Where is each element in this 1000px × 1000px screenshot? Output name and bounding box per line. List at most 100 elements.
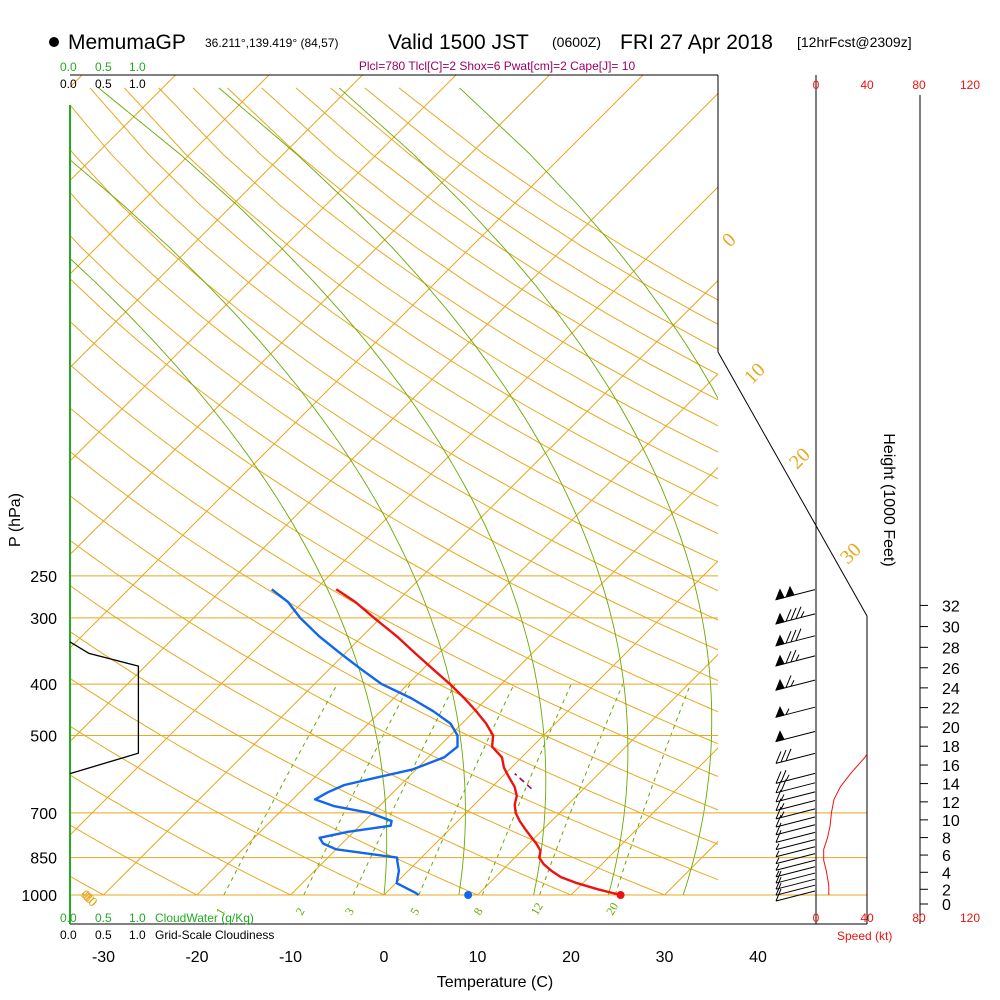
isotherm-line [70,186,718,836]
dry-adiabat-line [70,450,718,811]
isotherm-line [290,466,718,895]
height-tick-label: 14 [942,777,960,794]
dry-adiabat-line [70,824,198,895]
dry-adiabat-line [70,320,718,713]
pressure-tick-label: 500 [30,728,57,745]
isotherm-line [70,92,718,743]
dry-adiabat-line [70,407,718,777]
speed-tick-bottom: 40 [860,911,874,925]
mixing-ratio-label: 5 [407,905,422,917]
temperature-tick-label: 10 [469,949,487,966]
height-tick-label: 22 [942,701,960,718]
temperature-tick-label: 30 [656,949,674,966]
temperature-tick-label: -20 [185,949,208,966]
pressure-tick-label: 850 [30,851,57,868]
mixing-ratio-label: 12 [528,900,546,917]
cloudiness-tick-bottom: 0.5 [95,928,112,942]
dry-adiabat-line [70,191,718,621]
title-bar: MemumaGP 36.211°,139.419° (84,57) Valid … [49,31,912,54]
moist-adiabat-line [459,87,718,400]
isotherm-line [70,75,550,556]
isotherm-line [383,560,718,895]
wind-barb [775,730,816,743]
y-axis-label: P (hPa) [7,493,24,547]
wind-barb [775,705,816,718]
app-title: MemumaGP [68,31,186,54]
dry-adiabat-line [124,87,718,507]
dry-adiabat-line [70,104,718,563]
surface-dewpoint-marker [464,891,473,899]
pressure-tick-label: 300 [30,611,57,628]
parcel-segment-line [514,773,533,790]
surface-temperature-marker [616,891,625,899]
moist-adiabat-line [338,87,713,895]
dry-adiabat-line [70,875,104,895]
temperature-tick-label: -30 [92,949,115,966]
height-tick-label: 30 [942,620,960,637]
wind-barb [775,628,816,647]
isotherm-label-right: 0 [718,229,741,252]
wind-barb [775,675,816,691]
height-tick-label: 0 [942,897,951,914]
height-tick-label: 28 [942,640,960,657]
wind-barb [775,585,816,601]
speed-tick-top: 0 [813,78,820,92]
dry-adiabat-line [70,148,718,592]
cloudwater-tick-top: 1.0 [129,60,146,74]
wind-barb [775,870,816,884]
moist-adiabat-line [218,87,629,895]
speed-tick-bottom: 120 [960,911,980,925]
cloud-scale-top: 0.0 0.5 1.0 0.0 0.5 1.0 [60,60,146,91]
dry-adiabat-line [0,88,10,895]
mixing-ratio-line [539,683,624,895]
pressure-tick-label: 1000 [21,888,57,905]
cloudiness-tick-top: 0.0 [60,77,77,91]
isotherm-line [70,75,270,275]
cloudwater-tick-bottom: 0.5 [95,911,112,925]
title-valid: Valid 1500 JST [388,31,529,54]
wind-barb [775,806,816,820]
title-coords: 36.211°,139.419° (84,57) [205,36,338,50]
speed-tick-top: 40 [860,78,874,92]
isotherm-line [570,747,718,895]
mixing-ratio-label: 2 [292,905,307,917]
cloudiness-label: Grid-Scale Cloudiness [155,928,274,942]
cloudwater-tick-top: 0.5 [95,60,112,74]
cloudiness-tick-bottom: 0.0 [60,928,77,942]
dry-adiabat-line [192,87,718,453]
temperature-tick-label: 20 [562,949,580,966]
wind-barb [775,606,816,625]
height-tick-label: 24 [942,681,960,698]
dry-adiabat-line [89,87,718,535]
dry-adiabat-line [70,234,718,651]
isotherm-label-right: 10 [740,359,770,389]
moist-adiabat-line [70,159,466,895]
temperature-tick-label: 40 [749,949,767,966]
wind-barb [775,882,816,896]
temperature-tick-label: 0 [380,949,389,966]
temperature-profile-line [335,588,621,897]
dry-adiabat-line [70,539,718,881]
mixing-ratio-line [418,683,515,895]
wind-barbs [775,585,816,902]
height-tick-label: 12 [942,795,960,812]
height-tick-label: 8 [942,831,951,848]
height-tick-label: 18 [942,739,960,756]
dry-adiabat-line [398,87,718,301]
height-tick-label: 10 [942,813,960,830]
title-bullet-icon [49,37,59,47]
dry-adiabat-line [70,725,385,895]
speed-tick-bottom: 80 [912,911,926,925]
isotherm-label-right: 30 [836,539,866,569]
mixing-ratio-label: 3 [342,905,357,917]
speed-axis-label: Speed (kt) [837,929,892,943]
mixing-ratio-line [481,683,572,895]
dry-adiabat-line [330,87,718,350]
cloudiness-tick-top: 0.5 [95,77,112,91]
isotherm-line [70,75,644,649]
speed-scale-bottom: 0 40 80 120 Speed (kt) [813,911,981,943]
isotherm-lines [70,75,718,895]
wind-barb [775,769,816,784]
speed-tick-top: 80 [912,78,926,92]
